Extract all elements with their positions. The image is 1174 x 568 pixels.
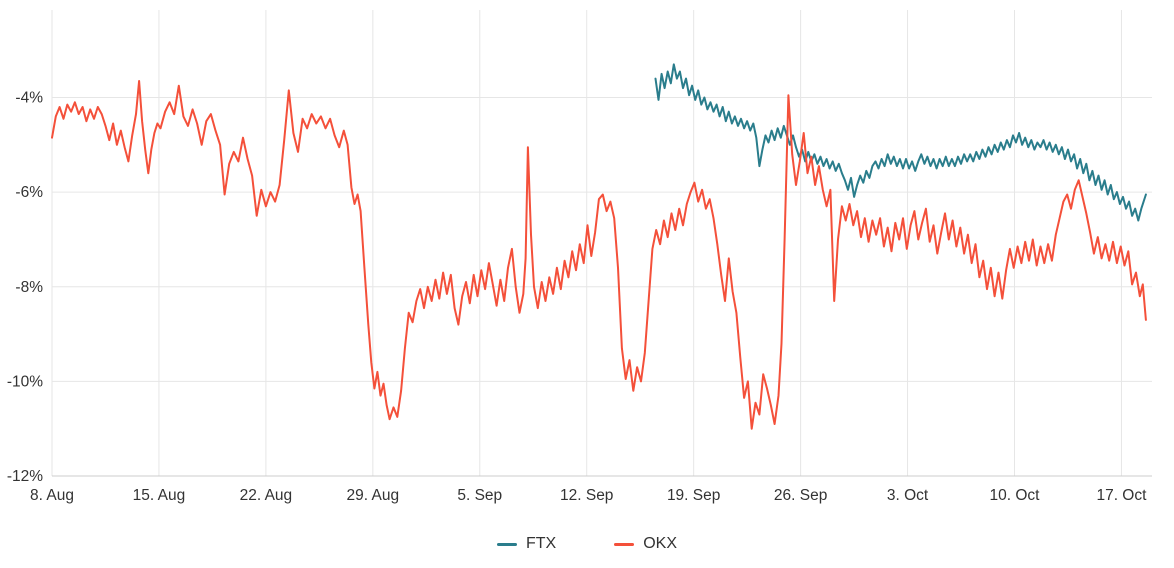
x-tick-label: 26. Sep bbox=[774, 487, 827, 504]
x-tick-label: 5. Sep bbox=[457, 487, 502, 504]
legend-label-okx: OKX bbox=[643, 535, 677, 552]
x-tick-label: 15. Aug bbox=[133, 487, 186, 504]
x-tick-label: 3. Oct bbox=[887, 487, 929, 504]
chart-legend: FTX OKX bbox=[0, 535, 1174, 553]
x-tick-label: 22. Aug bbox=[240, 487, 293, 504]
y-tick-label: -10% bbox=[7, 373, 43, 390]
y-tick-label: -6% bbox=[15, 184, 43, 201]
legend-item-ftx[interactable]: FTX bbox=[496, 535, 557, 553]
chart-plot-area: 8. Aug 15. Aug 22. Aug 29. Aug 5. Sep 12. Sep… bbox=[7, 10, 1152, 504]
series-line-ftx[interactable] bbox=[654, 63, 1147, 222]
x-tick-label: 12. Sep bbox=[560, 487, 613, 504]
y-tick-label: -8% bbox=[15, 279, 43, 296]
x-tick-label: 8. Aug bbox=[30, 487, 74, 504]
legend-item-okx[interactable]: OKX bbox=[614, 535, 677, 553]
y-tick-label: -4% bbox=[15, 90, 43, 107]
series-line-okx[interactable] bbox=[51, 80, 1147, 430]
x-tick-label: 19. Sep bbox=[667, 487, 720, 504]
x-tick-label: 17. Oct bbox=[1096, 487, 1147, 504]
ftx-line-swatch-icon bbox=[496, 542, 517, 546]
legend-label-ftx: FTX bbox=[525, 535, 557, 552]
y-tick-label: -12% bbox=[7, 468, 43, 485]
x-tick-label: 29. Aug bbox=[347, 487, 400, 504]
okx-line-swatch-icon bbox=[614, 542, 635, 546]
x-tick-label: 10. Oct bbox=[990, 487, 1041, 504]
